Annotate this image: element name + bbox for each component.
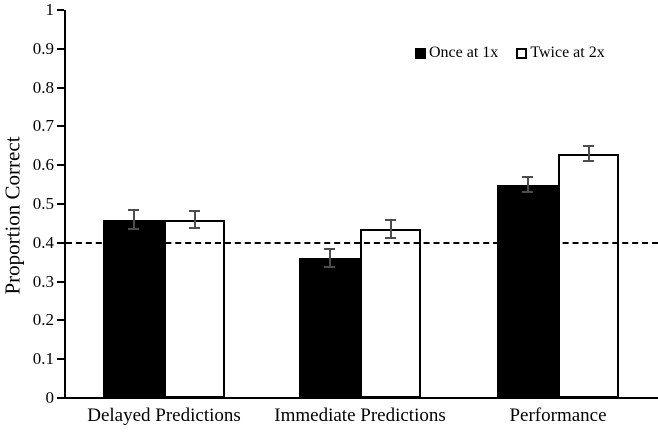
legend-item-once-at-1x: Once at 1x	[415, 44, 498, 62]
legend-item-twice-at-2x: Twice at 2x	[516, 44, 605, 62]
y-tick	[57, 319, 64, 322]
open-square-icon	[516, 47, 528, 59]
bar-twice-at-2x-0	[164, 219, 225, 398]
category-label-immediate-predictions: Immediate Predictions	[274, 405, 446, 426]
error-bar	[128, 208, 139, 231]
reference-line	[66, 241, 658, 244]
y-tick	[57, 125, 64, 128]
y-axis-line	[64, 10, 66, 399]
x-axis-line	[64, 397, 658, 399]
y-tick	[57, 358, 64, 361]
y-tick-label: 0.6	[32, 155, 54, 175]
error-bar-whisker	[526, 176, 529, 194]
y-tick-label: 0.7	[32, 116, 54, 136]
y-tick-label: 1	[45, 0, 55, 19]
y-tick-label: 0.9	[32, 38, 54, 58]
y-tick-label: 0.5	[32, 194, 54, 213]
error-bar-whisker	[328, 248, 331, 269]
bar-once-at-1x-1	[299, 258, 360, 398]
y-tick-label: 0.4	[32, 232, 54, 252]
y-tick-label: 0.3	[32, 271, 54, 291]
error-bar	[522, 176, 533, 194]
error-bar	[324, 248, 335, 269]
error-bar-whisker	[587, 145, 590, 163]
y-tick	[57, 280, 64, 283]
y-tick-label: 0.8	[32, 77, 54, 97]
category-label-delayed-predictions: Delayed Predictions	[87, 405, 241, 426]
bar-twice-at-2x-1	[360, 229, 421, 398]
y-tick	[57, 203, 64, 205]
error-bar-whisker	[389, 219, 392, 240]
y-tick	[57, 86, 64, 89]
error-bar	[385, 219, 396, 240]
y-tick	[57, 9, 64, 11]
category-label-performance: Performance	[509, 405, 607, 426]
y-tick	[57, 47, 64, 50]
y-tick-label: 0.2	[32, 310, 54, 330]
y-tick	[57, 397, 64, 399]
error-bar-whisker	[132, 208, 135, 231]
y-tick	[57, 241, 64, 244]
error-bar	[189, 210, 200, 229]
y-tick	[57, 164, 64, 167]
filled-square-icon	[415, 47, 426, 59]
error-bar-whisker	[193, 210, 196, 229]
legend: Once at 1x Twice at 2x	[415, 44, 605, 62]
bar-once-at-1x-0	[103, 219, 164, 398]
y-tick-label: 0.1	[32, 349, 54, 369]
y-tick-label: 0	[45, 388, 55, 407]
error-bar	[583, 145, 594, 163]
bar-twice-at-2x-2	[558, 153, 619, 398]
legend-label-twice-at-2x: Twice at 2x	[530, 44, 605, 61]
bar-once-at-1x-2	[497, 184, 558, 398]
legend-label-once-at-1x: Once at 1x	[429, 44, 499, 61]
